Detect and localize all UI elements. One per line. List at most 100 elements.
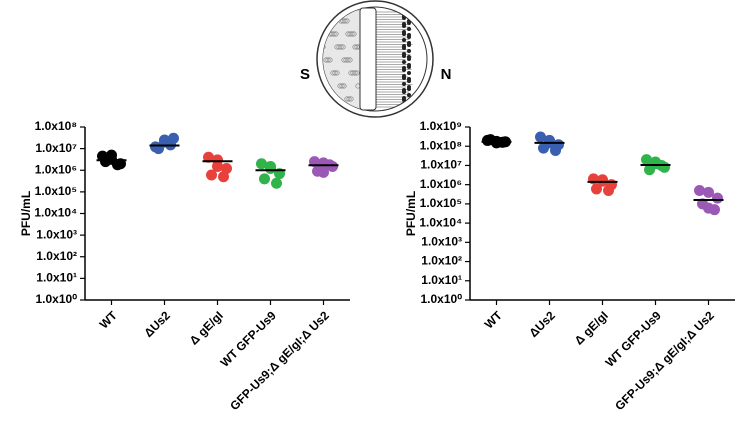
barrier [359, 7, 377, 111]
terminus [407, 93, 411, 97]
y-tick-label: 1.0x10⁶ [420, 177, 462, 191]
y-axis-label: PFU/mL [19, 191, 33, 236]
data-point [256, 158, 267, 170]
x-tick-label: ΔUs2 [526, 308, 558, 340]
y-tick-label: 1.0x10⁷ [35, 141, 77, 155]
data-point [703, 202, 714, 214]
terminus [407, 41, 411, 45]
cell [327, 57, 333, 63]
data-point [591, 183, 602, 195]
terminus [407, 77, 411, 81]
cell [337, 83, 343, 89]
terminus [407, 85, 411, 89]
x-tick-label: WT [97, 308, 121, 332]
cell [354, 70, 360, 76]
cell [332, 70, 338, 76]
axons [376, 11, 413, 108]
cell [345, 57, 351, 63]
x-tick-label: WT [482, 308, 506, 332]
terminus [407, 71, 411, 75]
cell [344, 96, 350, 102]
y-tick-label: 1.0x10⁵ [35, 184, 77, 198]
data-point [603, 184, 614, 196]
y-tick-label: 1.0x10⁷ [420, 158, 462, 172]
x-tick-label: Δ gE/gI [572, 308, 611, 347]
x-tick-label: GFP-Us9;Δ gE/gI;Δ Us2 [227, 308, 332, 413]
cell [347, 31, 353, 37]
cell [326, 96, 332, 102]
cell [342, 18, 348, 24]
data-point [206, 169, 217, 181]
cell [340, 44, 346, 50]
cell [339, 83, 345, 89]
terminus [402, 52, 406, 56]
cell [338, 44, 344, 50]
y-tick-label: 1.0x10⁸ [35, 119, 77, 133]
cell [352, 70, 358, 76]
data-point [650, 158, 661, 170]
data-point [694, 184, 705, 196]
cell [323, 57, 329, 63]
cell [347, 57, 353, 63]
data-point [203, 151, 214, 163]
x-tick-label: GFP-Us9;Δ gE/gI;Δ Us2 [612, 308, 717, 413]
y-tick-label: 1.0x10¹ [36, 271, 77, 285]
cell [323, 44, 326, 50]
cell [340, 18, 346, 24]
cell [348, 70, 354, 76]
cell [324, 96, 330, 102]
y-tick-label: 1.0x10³ [36, 227, 77, 241]
cell [323, 18, 328, 24]
y-tick-label: 1.0x10⁸ [420, 138, 462, 152]
terminus [402, 74, 406, 78]
chamber-diagram: S N [300, 0, 452, 118]
cell [334, 44, 340, 50]
data-point [271, 177, 282, 189]
data-point [318, 166, 329, 178]
terminus [402, 96, 406, 100]
terminus [407, 63, 411, 67]
cell [346, 96, 352, 102]
y-tick-label: 1.0x10⁴ [419, 215, 462, 229]
terminus [407, 27, 411, 31]
cell [333, 31, 339, 37]
data-point [712, 192, 723, 204]
cell [341, 83, 347, 89]
cell [341, 57, 347, 63]
data-point [265, 163, 276, 175]
cell [323, 7, 325, 11]
s-label: S [300, 66, 310, 83]
cell [333, 7, 339, 11]
cell [348, 96, 354, 102]
cell [350, 70, 356, 76]
cell [336, 44, 342, 50]
n-label: N [441, 66, 452, 83]
terminus [402, 30, 406, 34]
cell [329, 31, 335, 37]
terminus [402, 60, 406, 64]
data-point [703, 186, 714, 198]
data-point [259, 173, 270, 185]
x-tick-label: Δ gE/gI [187, 308, 226, 347]
terminus [402, 88, 406, 92]
y-tick-label: 1.0x10⁰ [420, 292, 462, 306]
y-tick-label: 1.0x10⁹ [420, 119, 462, 133]
cell [335, 7, 341, 11]
cell [323, 18, 326, 24]
cell [331, 7, 337, 11]
cell [343, 57, 349, 63]
cell [345, 31, 351, 37]
data-point [535, 131, 546, 143]
data-point [212, 160, 223, 172]
terminus [407, 55, 411, 59]
cell [337, 7, 343, 11]
y-tick-label: 1.0x10³ [421, 235, 462, 249]
terminus [402, 38, 406, 42]
cell [354, 44, 360, 50]
cell [334, 70, 340, 76]
y-tick-label: 1.0x10⁶ [35, 162, 77, 176]
y-tick-label: 1.0x10² [421, 254, 462, 268]
cell [324, 18, 330, 24]
